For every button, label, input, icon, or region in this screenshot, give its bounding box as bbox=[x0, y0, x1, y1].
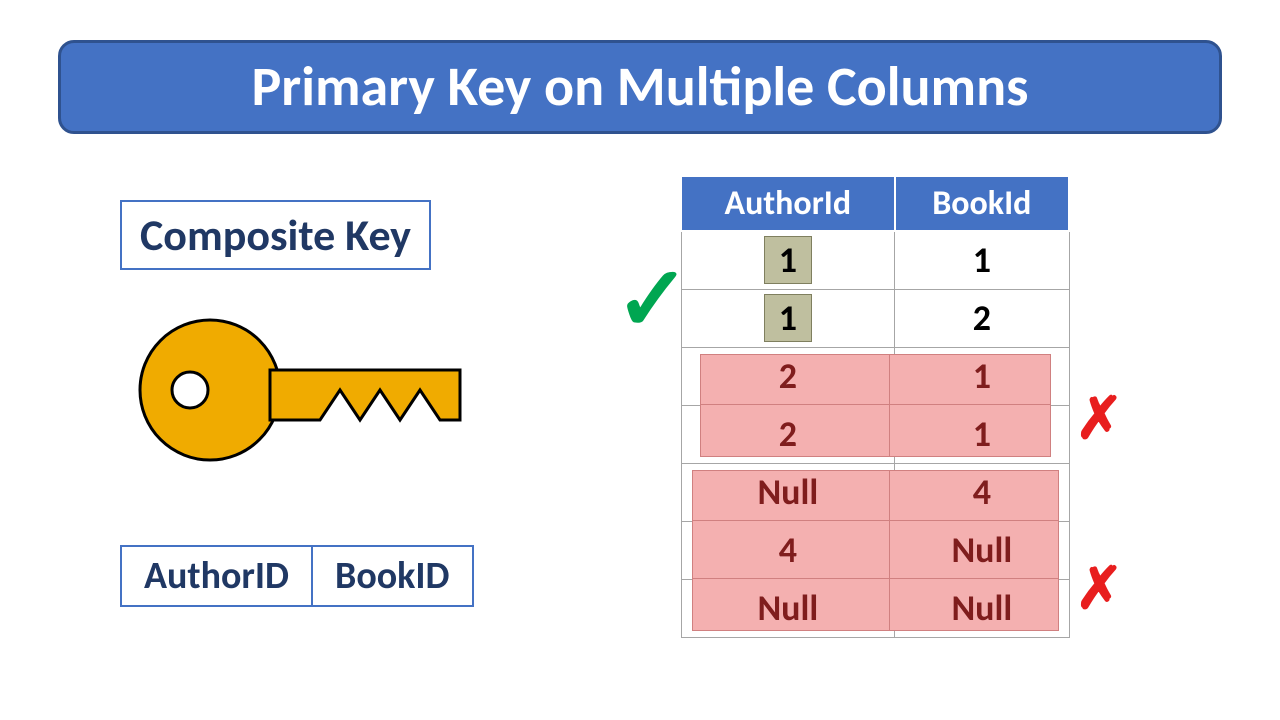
cross-icon: ✗ bbox=[1075, 390, 1124, 448]
composite-key-table: AuthorId BookId 1 1 1 2 2 bbox=[680, 175, 1070, 638]
composite-key-label: Composite Key bbox=[120, 200, 431, 270]
key-icon bbox=[130, 290, 490, 490]
col-header-bookid: BookId bbox=[895, 176, 1069, 231]
key-col-book: BookID bbox=[313, 545, 473, 607]
table-row: 4 Null bbox=[681, 521, 1069, 579]
table-row: 1 1 bbox=[681, 231, 1069, 289]
cell-value: 2 bbox=[779, 354, 797, 398]
cell-value: 1 bbox=[973, 238, 991, 282]
key-columns-box: AuthorID BookID bbox=[120, 545, 474, 607]
cell-value: Null bbox=[757, 586, 818, 630]
cell-value: 1 bbox=[973, 354, 991, 398]
cell-value: 1 bbox=[764, 294, 812, 342]
key-col-author: AuthorID bbox=[120, 545, 313, 607]
cell-value: 1 bbox=[764, 236, 812, 284]
table-row: 1 2 bbox=[681, 289, 1069, 347]
cell-value: 4 bbox=[973, 470, 991, 514]
cell-value: 4 bbox=[779, 528, 797, 572]
page-title: Primary Key on Multiple Columns bbox=[58, 40, 1222, 134]
cross-icon: ✗ bbox=[1075, 560, 1124, 618]
cell-value: Null bbox=[951, 528, 1012, 572]
table-row: Null 4 bbox=[681, 463, 1069, 521]
check-icon: ✓ bbox=[615, 255, 690, 345]
cell-value: Null bbox=[951, 586, 1012, 630]
cell-value: 2 bbox=[973, 296, 991, 340]
table-row: 2 1 bbox=[681, 405, 1069, 463]
table-row: 2 1 bbox=[681, 347, 1069, 405]
table-row: Null Null bbox=[681, 579, 1069, 637]
cell-value: Null bbox=[757, 470, 818, 514]
col-header-authorid: AuthorId bbox=[681, 176, 895, 231]
cell-value: 1 bbox=[973, 412, 991, 456]
cell-value: 2 bbox=[779, 412, 797, 456]
